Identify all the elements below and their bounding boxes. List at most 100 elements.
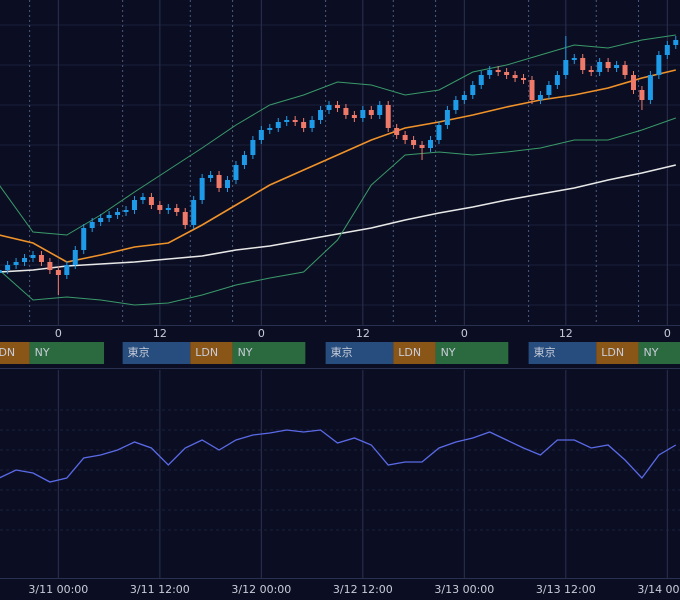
oscillator-line: [0, 429, 677, 483]
x-tick-label: 12: [153, 327, 167, 340]
candle-body: [529, 80, 535, 100]
candle-body: [571, 58, 577, 60]
session-label: 東京: [534, 345, 556, 359]
candle-body: [461, 95, 467, 100]
candle-body: [309, 120, 315, 128]
candle-body: [647, 75, 653, 100]
candle-body: [630, 75, 636, 90]
session-label: NY: [35, 346, 50, 359]
session-bar: [325, 342, 394, 364]
candle-body: [664, 45, 670, 55]
candle-body: [495, 70, 501, 72]
candle-body: [614, 65, 620, 68]
candle-body: [174, 208, 180, 212]
candle-body: [512, 75, 518, 78]
x-tick-label: 3/12 12:00: [333, 583, 393, 596]
candle-body: [157, 205, 163, 210]
session-label: 東京: [331, 345, 353, 359]
x-tick-label: 0: [461, 327, 468, 340]
indicator-line: [0, 117, 676, 306]
candle-body: [444, 110, 450, 125]
candle-body: [377, 105, 383, 115]
candle-body: [656, 55, 662, 75]
candle-body: [165, 208, 171, 210]
candle-body: [123, 210, 129, 212]
session-label: NY: [238, 346, 253, 359]
session-label: 東京: [128, 345, 150, 359]
candle-body: [563, 60, 569, 75]
candle-body: [419, 145, 425, 148]
candle-body: [546, 85, 552, 95]
x-tick-label: 3/11 12:00: [130, 583, 190, 596]
session-bar: [190, 342, 233, 364]
candle-body: [334, 105, 340, 108]
x-tick-label: 12: [356, 327, 370, 340]
candle-body: [521, 78, 527, 80]
candle-body: [411, 140, 417, 145]
candle-body: [216, 175, 222, 188]
candle-body: [5, 265, 11, 270]
candle-body: [487, 70, 493, 75]
candle-body: [318, 110, 324, 120]
session-bar: [0, 342, 30, 364]
x-tick-label: 3/13 00:00: [434, 583, 494, 596]
candle-body: [199, 178, 205, 200]
candle-body: [250, 140, 256, 155]
x-tick-label: 12: [559, 327, 573, 340]
candle-body: [537, 95, 543, 100]
candle-body: [64, 265, 70, 275]
candle-body: [597, 62, 603, 72]
session-label: LDN: [0, 346, 15, 359]
candle-body: [436, 125, 442, 140]
candle-body: [673, 40, 679, 45]
x-tick-label: 3/11 00:00: [28, 583, 88, 596]
session-bar: [232, 342, 306, 364]
candle-body: [284, 120, 290, 122]
x-tick-label: 0: [664, 327, 671, 340]
candle-body: [554, 75, 560, 85]
candle-body: [267, 128, 273, 130]
candle-body: [504, 72, 510, 75]
candle-body: [30, 255, 36, 258]
session-label: LDN: [398, 346, 421, 359]
x-tick-label: 0: [55, 327, 62, 340]
candle-body: [13, 262, 19, 265]
candle-body: [385, 105, 391, 128]
session-bar: [393, 342, 436, 364]
candle-body: [47, 262, 53, 270]
session-label: NY: [441, 346, 456, 359]
candle-body: [580, 58, 586, 70]
candle-body: [470, 85, 476, 95]
x-tick-label: 3/13 12:00: [536, 583, 596, 596]
candle-body: [588, 70, 594, 72]
candle-body: [22, 258, 28, 262]
session-label: NY: [644, 346, 659, 359]
candle-body: [605, 62, 611, 68]
candle-body: [394, 128, 400, 135]
candle-body: [292, 120, 298, 122]
candle-body: [453, 100, 459, 110]
candle-body: [233, 165, 239, 180]
x-tick-label: 0: [258, 327, 265, 340]
candle-body: [0, 270, 2, 273]
candle-body: [38, 255, 44, 262]
candle-body: [622, 65, 628, 75]
indicator-line: [0, 69, 676, 263]
candle-body: [191, 200, 197, 225]
candle-body: [81, 228, 87, 250]
session-bar: [122, 342, 191, 364]
candle-body: [402, 135, 408, 140]
candle-body: [301, 122, 307, 128]
session-label: LDN: [195, 346, 218, 359]
candle-body: [343, 108, 349, 115]
candle-body: [115, 212, 121, 215]
candle-body: [241, 155, 247, 165]
candle-body: [208, 175, 214, 178]
candle-body: [106, 215, 112, 218]
candle-body: [258, 130, 264, 140]
x-tick-label: 3/14 00:00: [637, 583, 680, 596]
candle-body: [148, 197, 154, 205]
